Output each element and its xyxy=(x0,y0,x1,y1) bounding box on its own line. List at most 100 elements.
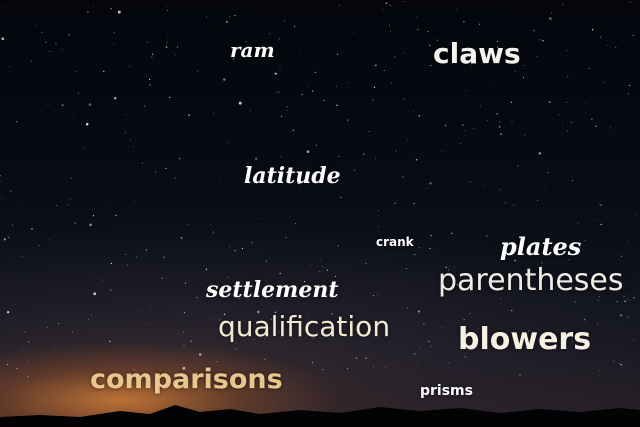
star xyxy=(537,199,538,201)
star xyxy=(513,204,515,206)
star xyxy=(149,305,151,307)
star xyxy=(539,39,542,41)
star xyxy=(533,30,535,32)
star xyxy=(315,175,317,177)
star xyxy=(183,331,184,333)
star xyxy=(604,276,606,278)
star xyxy=(530,336,533,338)
star xyxy=(346,119,349,121)
star xyxy=(27,376,29,378)
star xyxy=(599,203,600,205)
star xyxy=(77,336,79,338)
star xyxy=(165,46,168,48)
star xyxy=(0,179,2,181)
star xyxy=(21,256,23,258)
star xyxy=(70,178,72,180)
star xyxy=(633,339,635,341)
star xyxy=(463,21,465,23)
star xyxy=(331,313,333,315)
star xyxy=(547,171,549,174)
star xyxy=(615,46,617,48)
star xyxy=(279,66,281,67)
star xyxy=(148,78,151,81)
star xyxy=(375,158,377,159)
star xyxy=(206,16,208,18)
star xyxy=(301,93,303,96)
star xyxy=(419,348,421,350)
star xyxy=(93,292,97,296)
star xyxy=(177,46,179,48)
star xyxy=(382,9,384,11)
star xyxy=(103,70,105,73)
star xyxy=(407,139,409,141)
star xyxy=(209,319,211,321)
star xyxy=(600,223,602,226)
star xyxy=(45,41,47,43)
star xyxy=(456,284,458,286)
star xyxy=(339,142,340,143)
star xyxy=(378,326,379,328)
star xyxy=(373,366,375,367)
star xyxy=(125,254,127,256)
star xyxy=(426,188,428,189)
star xyxy=(182,366,186,370)
star xyxy=(27,359,29,361)
star xyxy=(541,262,543,264)
star xyxy=(293,26,296,28)
star xyxy=(418,247,420,249)
star xyxy=(504,50,506,51)
star xyxy=(286,106,288,108)
star xyxy=(389,4,391,6)
star xyxy=(591,29,594,31)
star xyxy=(312,337,314,339)
star xyxy=(618,335,619,337)
star xyxy=(133,369,135,371)
star xyxy=(372,99,374,101)
star xyxy=(178,158,181,160)
star xyxy=(297,181,301,185)
star xyxy=(16,367,18,370)
star xyxy=(472,127,474,129)
star xyxy=(250,110,251,111)
star xyxy=(399,15,401,17)
star xyxy=(493,311,495,313)
star xyxy=(135,256,137,258)
star xyxy=(402,176,404,178)
star xyxy=(126,264,129,266)
star xyxy=(1,197,3,199)
star xyxy=(307,87,309,89)
star xyxy=(286,110,288,112)
star xyxy=(61,104,64,107)
star xyxy=(558,114,560,116)
star xyxy=(235,348,237,350)
star xyxy=(441,151,443,153)
star xyxy=(613,360,615,362)
star xyxy=(486,235,488,237)
star xyxy=(566,102,568,104)
star xyxy=(321,266,323,267)
star xyxy=(599,370,601,372)
star xyxy=(621,255,623,257)
star xyxy=(35,24,37,26)
star xyxy=(479,105,481,107)
star xyxy=(115,214,117,217)
star xyxy=(188,224,190,225)
star xyxy=(309,265,311,267)
star xyxy=(314,71,316,73)
star xyxy=(478,23,480,25)
star xyxy=(389,24,390,26)
star xyxy=(538,152,541,155)
star xyxy=(562,4,564,6)
star xyxy=(302,79,303,81)
star xyxy=(624,300,626,302)
star xyxy=(212,113,215,115)
star xyxy=(499,188,501,191)
star xyxy=(92,215,95,217)
star xyxy=(564,248,566,250)
star xyxy=(88,318,90,320)
star xyxy=(496,113,498,115)
star xyxy=(423,323,425,325)
star xyxy=(125,114,127,115)
star xyxy=(24,331,26,333)
